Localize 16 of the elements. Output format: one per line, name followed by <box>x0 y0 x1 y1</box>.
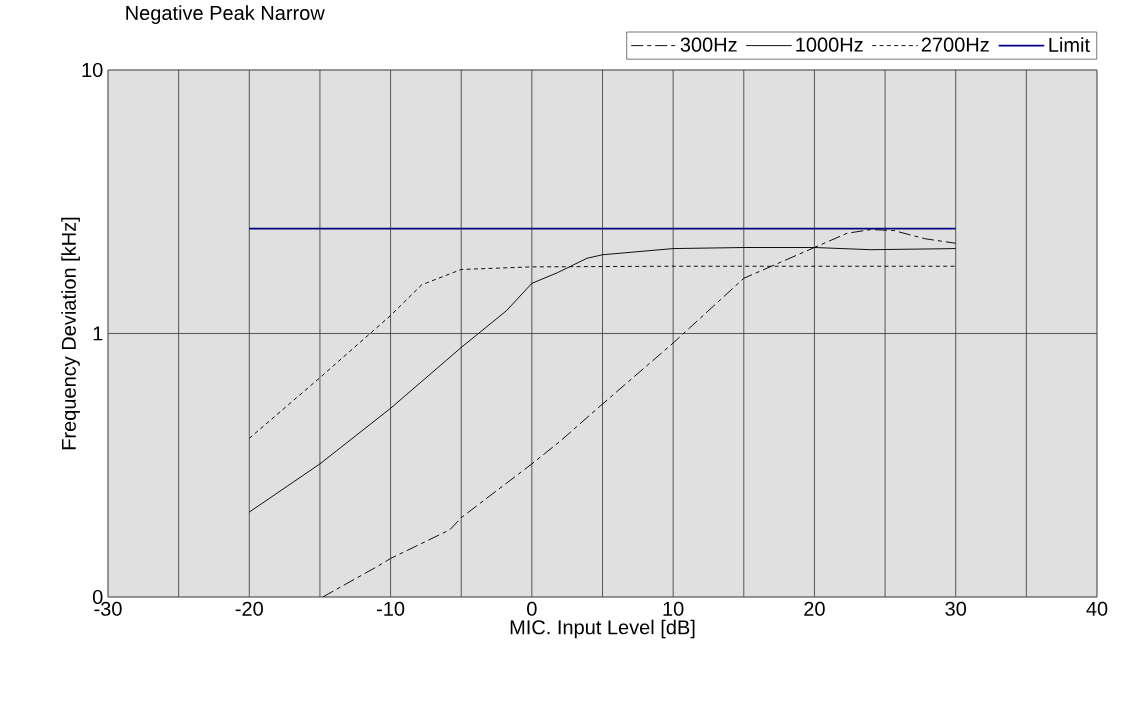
x-tick-label: 0 <box>527 601 537 616</box>
x-tick-label: -20 <box>235 601 263 616</box>
x-tick-label: 10 <box>663 601 684 616</box>
y-tick-label: 10 <box>82 62 103 78</box>
y-tick-label: 1 <box>93 326 103 341</box>
legend-label: 1000Hz <box>796 37 863 52</box>
x-tick-label: 20 <box>804 601 825 616</box>
x-tick-label: 40 <box>1086 601 1108 616</box>
x-tick-label: -10 <box>377 601 405 616</box>
x-tick-label: 30 <box>945 601 967 616</box>
y-axis-title: Frequency Deviation [kHz] <box>61 217 80 450</box>
legend-label: Limit <box>1049 37 1090 52</box>
legend-label: 2700Hz <box>921 37 989 52</box>
x-axis-title: MIC. Input Level [dB] <box>510 619 695 639</box>
legend-label: 300Hz <box>680 37 737 52</box>
chart-title: Negative Peak Narrow <box>126 5 325 24</box>
